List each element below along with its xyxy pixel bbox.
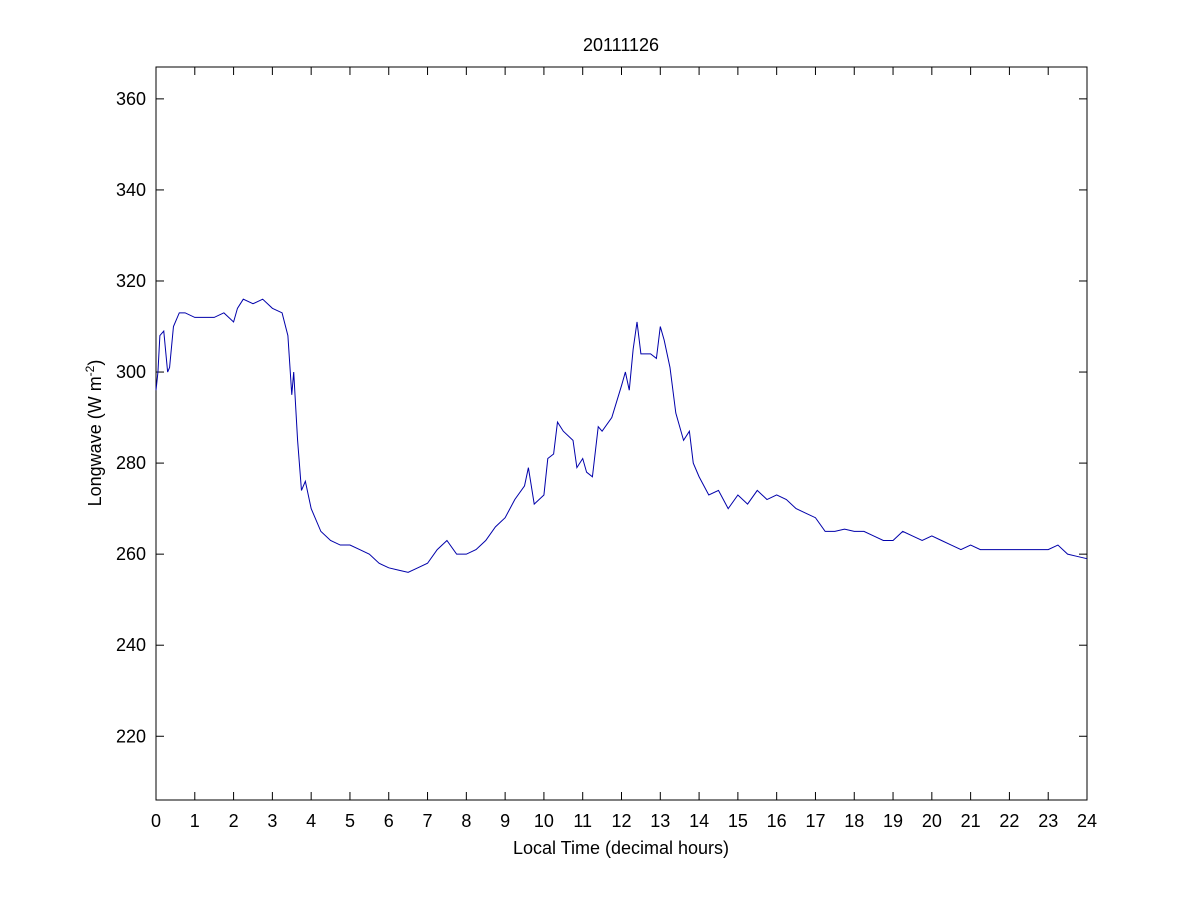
x-tick-label: 5 — [345, 811, 355, 831]
x-tick-label: 0 — [151, 811, 161, 831]
x-tick-label: 8 — [461, 811, 471, 831]
x-tick-label: 12 — [611, 811, 631, 831]
x-tick-label: 4 — [306, 811, 316, 831]
x-tick-label: 14 — [689, 811, 709, 831]
x-tick-label: 17 — [805, 811, 825, 831]
x-tick-label: 6 — [384, 811, 394, 831]
y-axis-label: Longwave (W m-2) — [83, 360, 105, 507]
x-tick-label: 21 — [961, 811, 981, 831]
y-tick-label: 260 — [116, 544, 146, 564]
chart-title: 20111126 — [583, 35, 659, 55]
y-tick-label: 220 — [116, 726, 146, 746]
x-axis-label: Local Time (decimal hours) — [513, 838, 729, 858]
y-tick-label: 340 — [116, 180, 146, 200]
x-tick-label: 1 — [190, 811, 200, 831]
x-tick-label: 9 — [500, 811, 510, 831]
x-tick-label: 22 — [999, 811, 1019, 831]
x-tick-label: 16 — [767, 811, 787, 831]
x-tick-label: 2 — [229, 811, 239, 831]
x-tick-label: 20 — [922, 811, 942, 831]
y-label-end: ) — [85, 360, 105, 366]
y-tick-label: 320 — [116, 271, 146, 291]
x-tick-label: 15 — [728, 811, 748, 831]
y-label-main: Longwave (W m — [85, 376, 105, 506]
x-tick-label: 3 — [267, 811, 277, 831]
y-tick-label: 280 — [116, 453, 146, 473]
x-tick-label: 23 — [1038, 811, 1058, 831]
y-label-superscript: -2 — [83, 365, 97, 376]
x-tick-label: 19 — [883, 811, 903, 831]
y-tick-label: 240 — [116, 635, 146, 655]
x-tick-label: 10 — [534, 811, 554, 831]
x-tick-label: 13 — [650, 811, 670, 831]
x-tick-label: 7 — [423, 811, 433, 831]
x-tick-label: 24 — [1077, 811, 1097, 831]
x-tick-label: 18 — [844, 811, 864, 831]
y-tick-label: 300 — [116, 362, 146, 382]
y-tick-label: 360 — [116, 89, 146, 109]
data-line — [155, 298, 1088, 573]
x-tick-label: 11 — [573, 811, 592, 831]
plot-area — [155, 66, 1088, 801]
